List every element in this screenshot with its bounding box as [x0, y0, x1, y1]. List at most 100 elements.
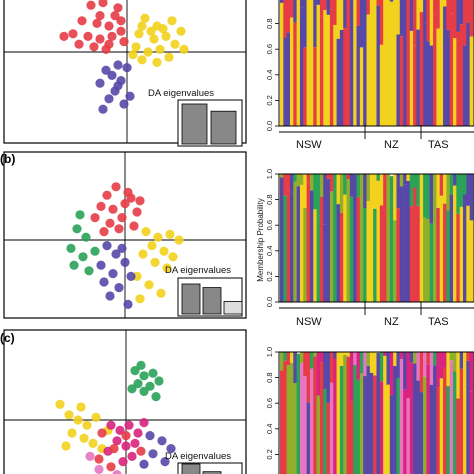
ytick-label-a-0: 0.0 — [265, 121, 274, 131]
membership-bar-c-34-1 — [393, 352, 397, 366]
scatter-point-a-blue-3 — [101, 65, 111, 75]
membership-bar-a-44-1 — [426, 0, 431, 42]
scatter-point-a-yellow-8 — [143, 47, 153, 57]
scatter-point-c-red-0 — [97, 428, 107, 438]
membership-bar-c-56-0 — [466, 360, 470, 474]
scatter-point-b-blue-8 — [105, 291, 115, 301]
membership-bar-b-7-1 — [303, 174, 307, 208]
ytick-labels-c: 0.00.20.40.60.81.0 — [265, 347, 279, 460]
membership-bar-b-49-0 — [443, 203, 447, 302]
scatter-point-b-red-12 — [126, 193, 136, 203]
membership-bar-b-39-1 — [409, 174, 414, 207]
scatter-point-a-yellow-7 — [131, 42, 141, 52]
membership-bar-c-7-1 — [303, 352, 307, 377]
ytick-label-a-2: 0.4 — [265, 70, 274, 80]
membership-bar-a-39-1 — [409, 0, 414, 31]
membership-bar-c-36-1 — [399, 352, 404, 359]
group-label-nz-a: NZ — [384, 139, 399, 151]
membership-bar-a-30-1 — [379, 0, 384, 45]
membership-bar-a-6-0 — [299, 7, 304, 126]
membership-bar-c-45-0 — [429, 384, 434, 474]
membership-bar-c-34-0 — [393, 365, 397, 474]
eigen-bar-b-2 — [223, 300, 243, 315]
scatter-point-b-yellow-6 — [138, 249, 148, 259]
membership-bar-a-46-1 — [433, 0, 437, 15]
membership-bar-c-25-1 — [363, 352, 367, 377]
membership-bar-b-42-1 — [419, 174, 424, 189]
scatter-point-a-yellow-16 — [179, 44, 189, 55]
membership-bar-c-40-0 — [413, 363, 417, 474]
ytick-labels-a: 0.0 0.2 0.4 0.6 0.8 — [265, 18, 279, 131]
scatter-point-b-red-1 — [111, 182, 121, 192]
eigen-bar-a-0 — [181, 103, 208, 145]
membership-bar-a-40-0 — [413, 45, 417, 126]
scatter-point-b-red-8 — [105, 218, 115, 228]
scatter-point-c-yellow-5 — [67, 428, 77, 438]
membership-bar-c-35-1 — [396, 352, 401, 378]
membership-bar-c-23-1 — [356, 352, 361, 380]
scatter-point-a-blue-7 — [104, 94, 114, 104]
scatter-point-c-red-4 — [121, 431, 131, 441]
membership-bar-a-41-1 — [416, 0, 421, 30]
scatter-point-a-yellow-13 — [164, 52, 174, 62]
membership-bar-a-35-0 — [396, 34, 401, 126]
membership-bar-c-14-0 — [326, 402, 331, 474]
membership-bar-a-1-1 — [283, 0, 287, 38]
membership-bar-a-18-1 — [339, 0, 344, 30]
membership-bar-c-20-0 — [346, 356, 351, 474]
membership-bar-c-37-0 — [403, 389, 407, 474]
membership-bar-c-1-0 — [283, 360, 287, 474]
membership-bar-a-31-1 — [383, 0, 387, 21]
membership-bar-c-57-0 — [469, 391, 474, 474]
membership-bar-b-28-0 — [373, 208, 377, 302]
membership-bar-b-43-1 — [423, 174, 427, 218]
membership-bar-c-21-0 — [349, 401, 354, 474]
membership-bar-a-2-0 — [286, 32, 291, 126]
membership-bar-c-16-1 — [333, 352, 337, 359]
scatter-point-b-yellow-7 — [150, 257, 160, 267]
panel-label-b: (b) — [0, 152, 15, 166]
scatter-point-a-red-5 — [104, 21, 114, 31]
struct-bars-b — [280, 174, 474, 302]
membership-bar-b-19-0 — [343, 194, 347, 302]
membership-bar-a-23-1 — [356, 0, 361, 26]
membership-bar-b-5-1 — [296, 174, 301, 187]
membership-bar-c-48-0 — [439, 378, 444, 474]
membership-bar-a-11-0 — [316, 4, 321, 127]
scatter-point-b-red-10 — [129, 221, 139, 231]
scatter-point-c-magenta-10 — [118, 457, 128, 467]
membership-bar-b-46-0 — [433, 209, 437, 302]
membership-bar-c-24-1 — [359, 352, 364, 374]
membership-bar-a-24-0 — [359, 47, 364, 126]
membership-bar-a-27-1 — [369, 0, 374, 45]
eigen-inset-a: DA eigenvalues — [148, 88, 243, 147]
membership-bar-b-56-1 — [466, 174, 470, 206]
membership-bar-a-49-0 — [443, 6, 447, 127]
membership-bar-b-43-0 — [423, 217, 427, 302]
struct-bars-c — [280, 352, 474, 474]
scatter-point-c-green-1 — [139, 371, 149, 381]
scatter-point-b-blue-7 — [126, 271, 136, 281]
membership-bar-b-16-0 — [333, 189, 337, 302]
membership-bar-a-44-0 — [426, 41, 431, 126]
membership-bar-b-23-1 — [356, 174, 361, 197]
membership-bar-b-38-1 — [406, 174, 411, 181]
membership-bar-c-46-1 — [433, 352, 437, 366]
membership-bar-c-18-1 — [339, 352, 344, 366]
membership-bar-a-53-0 — [456, 31, 460, 126]
membership-bar-c-16-0 — [333, 358, 337, 474]
membership-bar-c-56-1 — [466, 352, 470, 361]
membership-bar-b-0-0 — [280, 177, 284, 302]
membership-bar-a-24-1 — [359, 0, 364, 48]
ytick-label-b-5: 1.0 — [265, 169, 274, 179]
membership-bar-b-35-1 — [396, 174, 401, 209]
membership-bar-b-40-0 — [413, 187, 417, 302]
membership-bar-a-51-0 — [449, 13, 454, 126]
membership-bar-b-9-0 — [309, 190, 314, 302]
scatter-point-a-red-6 — [116, 16, 126, 26]
membership-bar-b-46-1 — [433, 174, 437, 210]
membership-bar-b-57-0 — [469, 220, 474, 302]
membership-bar-a-47-1 — [436, 0, 441, 29]
panel-label-c: (c) — [0, 331, 15, 345]
scatter-point-a-red-17 — [59, 31, 69, 41]
